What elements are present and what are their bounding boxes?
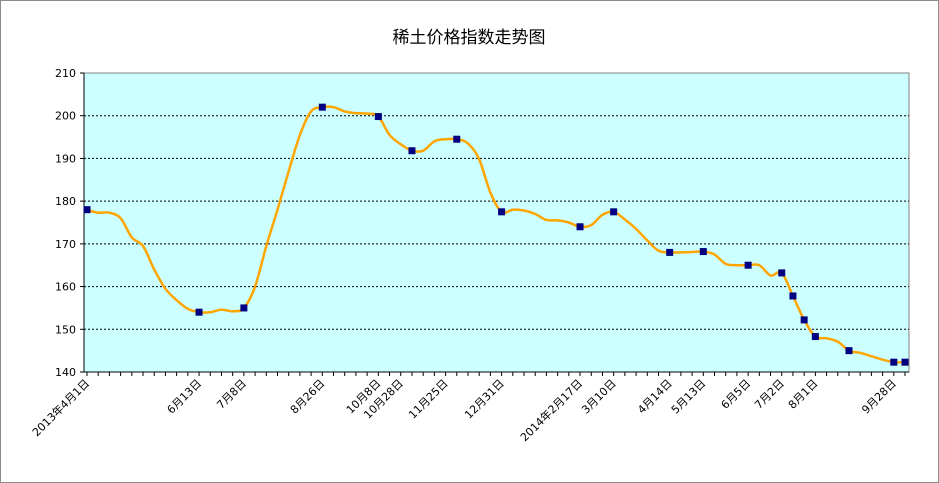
y-tick-label: 160 [55,281,76,294]
data-point-marker [890,358,898,366]
data-point-marker [845,347,853,355]
x-tick-label: 3月10日 [579,377,619,417]
x-tick-label: 5月13日 [669,377,709,417]
data-point-marker [901,358,909,366]
chart-title: 稀土价格指数走势图 [393,28,546,48]
data-point-marker [666,248,674,256]
x-tick-label: 12月31日 [462,377,507,422]
y-tick-label: 150 [55,323,76,336]
x-tick-label: 7月8日 [214,377,249,412]
data-point-marker [699,248,707,256]
x-tick-label: 2014年2月17日 [517,376,585,444]
data-point-marker [800,316,808,324]
x-tick-label: 4月14日 [635,377,675,417]
data-point-marker [778,269,786,277]
series-layer [83,103,909,366]
data-point-marker [83,206,91,214]
data-point-marker [453,135,461,143]
x-tick-label: 9月28日 [859,377,899,417]
series-line [86,105,906,364]
y-tick-label: 210 [55,67,76,80]
x-tick-label: 2013年4月1日 [29,376,92,439]
plot-area [83,72,910,373]
data-point-marker [374,113,382,121]
gridlines [84,115,909,330]
y-tick-label: 180 [55,195,76,208]
x-tick-label: 7月2日 [752,377,787,412]
x-tick-label: 8月26日 [288,377,328,417]
data-point-marker [610,208,618,216]
data-point-marker [498,208,506,216]
y-tick-label: 140 [55,366,76,379]
data-point-marker [744,261,752,269]
data-point-marker [318,103,326,111]
data-point-marker [240,304,248,312]
data-point-marker [408,147,416,155]
x-tick-label: 6月5日 [719,377,754,412]
x-tick-label: 6月13日 [165,377,205,417]
y-tick-label: 200 [55,110,76,123]
x-tick-label: 11月25日 [406,377,451,422]
data-point-marker [576,223,584,231]
x-tick-label: 8月1日 [786,377,821,412]
data-point-marker [811,333,819,341]
data-point-marker [195,308,203,316]
y-tick-label: 190 [55,152,76,165]
y-tick-label: 170 [55,238,76,251]
data-point-marker [789,292,797,300]
y-axis: 140 150 160 170 180 190 200 210 [55,67,85,379]
